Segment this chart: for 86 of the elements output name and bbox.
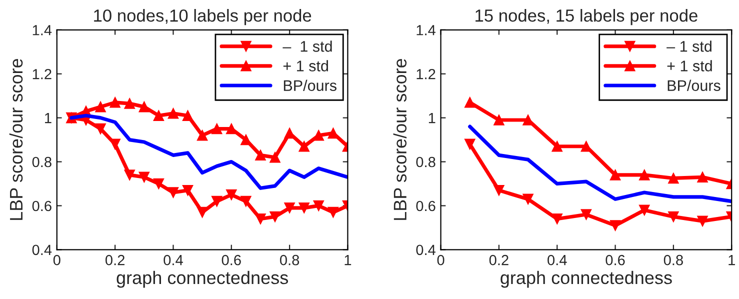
legend-label: + 1 std: [667, 60, 712, 72]
legend-label: – 1 std: [666, 40, 712, 52]
point: [211, 196, 222, 207]
point: [255, 150, 266, 161]
point: [153, 110, 164, 121]
point: [240, 134, 252, 146]
point: [182, 184, 194, 196]
y-tick-label: 0.8: [416, 156, 436, 168]
legend-label: + 1 std: [283, 60, 328, 72]
point: [240, 196, 252, 207]
legend-label: BP/ours: [668, 80, 720, 91]
point: [494, 114, 504, 126]
x-tick-label: 0.6: [606, 254, 625, 266]
point: [284, 128, 295, 139]
y-tick-label: 0.6: [32, 200, 52, 212]
point: [552, 214, 562, 224]
point: [552, 140, 562, 152]
chart-title: 10 nodes,10 labels per node: [94, 8, 312, 26]
point: [138, 101, 150, 112]
point: [196, 130, 208, 141]
point: [668, 211, 679, 222]
point: [328, 206, 339, 218]
y-tick-label: 0.4: [32, 244, 52, 256]
point: [313, 130, 324, 141]
point: [168, 108, 179, 119]
point: [138, 172, 150, 183]
point: [610, 220, 621, 231]
point: [196, 206, 208, 218]
point: [464, 138, 476, 150]
y-tick-label: 1: [428, 113, 436, 124]
point: [494, 184, 504, 196]
chart-title: 15 nodes, 15 labels per node: [476, 8, 698, 26]
point: [226, 189, 237, 200]
x-tick-label: 1: [728, 255, 735, 266]
point: [124, 170, 135, 180]
x-tick-label: 0.8: [280, 254, 300, 266]
x-tick-label: 0.6: [222, 254, 241, 266]
legend-label: BP/ours: [284, 80, 336, 91]
point: [638, 170, 650, 180]
point: [95, 123, 106, 134]
point: [580, 209, 592, 220]
x-tick-label: 0.8: [664, 254, 683, 266]
point: [182, 110, 194, 121]
point: [522, 194, 534, 204]
y-tick-label: 1.2: [416, 68, 436, 80]
x-tick-label: 0.2: [106, 254, 124, 266]
x-tick-label: 0: [437, 254, 444, 266]
line-series: [468, 124, 732, 204]
x-tick-label: 0.4: [164, 254, 183, 266]
point: [110, 138, 120, 150]
y-tick-label: 1.4: [416, 25, 436, 36]
point: [168, 187, 179, 198]
point: [153, 178, 164, 190]
point: [270, 211, 280, 222]
point: [211, 123, 222, 134]
y-tick-label: 0.4: [416, 244, 436, 256]
x-tick-label: 0.4: [548, 254, 567, 266]
point: [697, 172, 708, 183]
point: [298, 140, 310, 152]
y-tick-label: 1.4: [32, 25, 52, 36]
y-tick-label: 0.6: [416, 200, 436, 212]
point: [124, 98, 135, 109]
x-tick-label: 1: [344, 255, 352, 266]
point: [95, 101, 106, 112]
point: [110, 97, 120, 108]
y-tick-label: 0.8: [32, 156, 52, 168]
point: [226, 123, 237, 134]
x-axis-title: graph connectedness: [500, 270, 672, 288]
point: [255, 214, 266, 224]
x-tick-label: 0.2: [489, 254, 508, 266]
y-tick-label: 1: [45, 113, 52, 124]
point: [638, 204, 650, 216]
point: [298, 202, 310, 214]
point: [313, 200, 324, 212]
legend-label: – 1 std: [282, 40, 332, 52]
point: [284, 202, 295, 214]
y-axis-title: LBP score/our score: [393, 58, 407, 220]
x-axis-title: graph connectedness: [116, 270, 288, 288]
y-tick-label: 1.2: [32, 68, 52, 80]
y-axis-title: LBP score/our score: [9, 58, 23, 220]
point: [270, 152, 280, 163]
point: [697, 216, 708, 226]
point: [464, 97, 476, 108]
x-tick-label: 0: [53, 254, 60, 266]
point: [610, 170, 621, 180]
point: [668, 172, 679, 184]
